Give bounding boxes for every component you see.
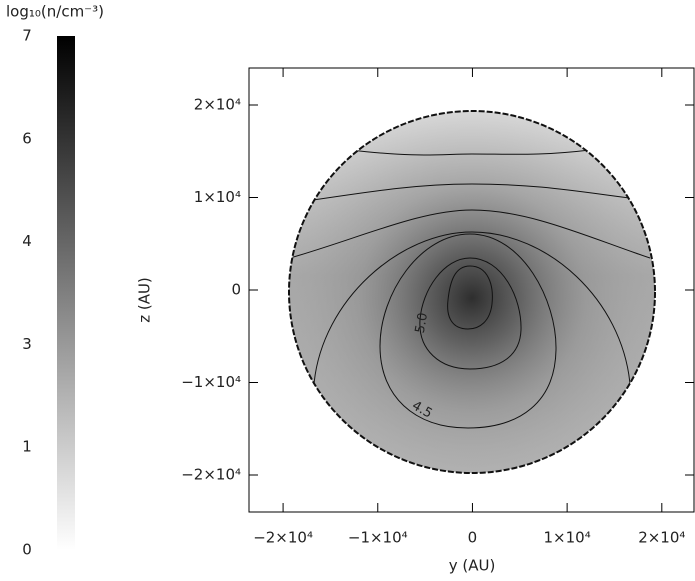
y-axis-label: z (AU) [136, 277, 154, 323]
cloud-edge [288, 110, 656, 474]
colorbar-tick-label: 1 [22, 438, 32, 456]
y-tick-label: 2×10⁴ [194, 96, 241, 114]
contour [349, 149, 591, 156]
x-tick-label: 2×10⁴ [638, 529, 685, 547]
contour [299, 183, 646, 203]
contours [289, 149, 651, 429]
x-tick-label: 0 [468, 529, 478, 547]
colorbar-tick-label: 6 [22, 129, 32, 147]
contour [419, 257, 522, 370]
x-tick-label: −2×10⁴ [253, 529, 313, 547]
colorbar-tick-label: 3 [22, 335, 32, 353]
contour [379, 233, 557, 429]
y-tick-label: 1×10⁴ [194, 188, 241, 206]
y-tick-label: −2×10⁴ [181, 466, 241, 484]
contour [313, 231, 631, 385]
colorbar-tick-label: 7 [22, 27, 32, 45]
colorbar-label: log₁₀(n/cm⁻³) [6, 3, 104, 21]
colorbar [57, 36, 75, 550]
contour [447, 265, 493, 330]
y-tick-label: 0 [231, 281, 241, 299]
colorbar-tick-label: 4 [22, 232, 32, 250]
x-tick-label: −1×10⁴ [348, 529, 408, 547]
contour [289, 209, 651, 259]
contour-label: 5.0 [413, 312, 431, 335]
x-tick-label: 1×10⁴ [544, 529, 591, 547]
density-field [289, 111, 655, 473]
y-tick-label: −1×10⁴ [181, 373, 241, 391]
colorbar-tick-label: 0 [22, 541, 32, 559]
x-axis-label: y (AU) [449, 557, 496, 575]
